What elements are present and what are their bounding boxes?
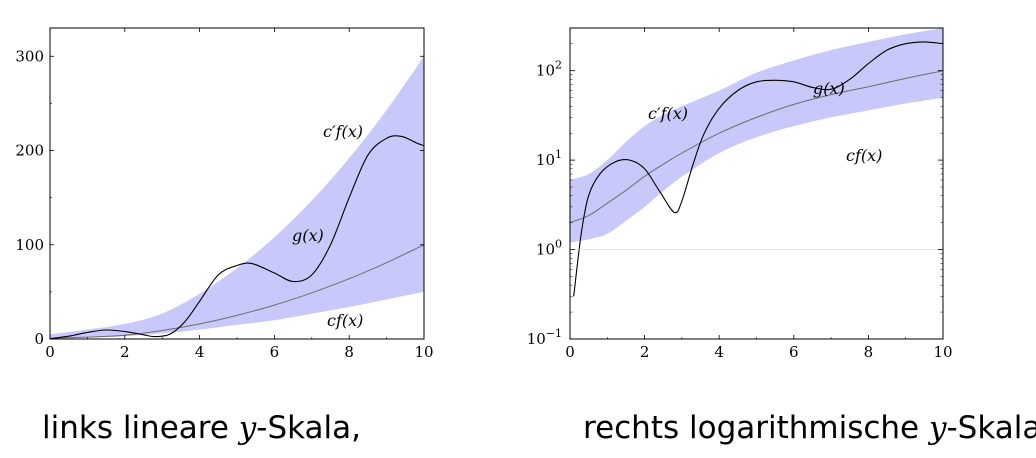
left-ytick-label: 300 bbox=[15, 47, 44, 65]
left-xtick-label: 0 bbox=[45, 343, 55, 361]
right-label-cprime-f: c′f(x) bbox=[648, 104, 688, 123]
right-ytick-base: 10 bbox=[536, 241, 555, 259]
caption-left: links lineare y-Skala, bbox=[42, 410, 361, 446]
left-ytick-label: 0 bbox=[34, 330, 44, 348]
caption-right-var: y bbox=[928, 410, 947, 446]
left-xtick-label: 4 bbox=[195, 343, 205, 361]
right-ytick-base: 10 bbox=[536, 151, 555, 169]
left-xtick-label: 10 bbox=[414, 343, 433, 361]
left-xtick-label: 8 bbox=[344, 343, 354, 361]
left-f-line bbox=[49, 244, 425, 339]
left-xtick-label: 6 bbox=[270, 343, 280, 361]
left-label-cprime-f: c′f(x) bbox=[323, 122, 363, 141]
caption-left-var: y bbox=[238, 410, 257, 446]
right-xtick-label: 8 bbox=[864, 343, 874, 361]
right-label-c-f: cf(x) bbox=[846, 146, 882, 165]
caption-right-pre: rechts logarithmische bbox=[583, 410, 929, 446]
caption-right-post: -Skala bbox=[946, 410, 1036, 446]
right-ytick-label: 102 bbox=[536, 59, 562, 80]
right-ytick-base: 10 bbox=[536, 62, 555, 80]
right-xtick-label: 10 bbox=[933, 343, 952, 361]
caption-right: rechts logarithmische y-Skala bbox=[583, 410, 1036, 446]
right-g-line bbox=[573, 41, 944, 297]
left-ytick-label: 100 bbox=[15, 236, 44, 254]
right-xtick-label: 2 bbox=[640, 343, 650, 361]
right-xtick-label: 6 bbox=[789, 343, 799, 361]
left-label-g: g(x) bbox=[292, 226, 324, 245]
right-band-area bbox=[570, 28, 943, 243]
right-ytick-label: 101 bbox=[536, 148, 562, 169]
left-label-c-f: cf(x) bbox=[327, 311, 363, 330]
right-ytick-base: 10 bbox=[527, 330, 546, 348]
right-ytick-exponent: 1 bbox=[555, 148, 562, 161]
right-f-line bbox=[569, 70, 944, 224]
caption-left-pre: links lineare bbox=[42, 410, 239, 446]
right-ytick-label: 10−1 bbox=[527, 327, 562, 348]
right-ytick-exponent: 2 bbox=[555, 59, 562, 72]
caption-left-post: -Skala, bbox=[256, 410, 362, 446]
right-ytick-exponent: 0 bbox=[555, 238, 562, 251]
right-xtick-label: 0 bbox=[565, 343, 575, 361]
right-ytick-exponent: −1 bbox=[546, 327, 562, 340]
left-g-line bbox=[49, 135, 425, 340]
right-xtick-label: 4 bbox=[714, 343, 724, 361]
left-ytick-label: 200 bbox=[15, 142, 44, 160]
left-xtick-label: 2 bbox=[120, 343, 130, 361]
right-ytick-label: 100 bbox=[536, 238, 562, 259]
left-band-area bbox=[50, 56, 424, 339]
right-label-g: g(x) bbox=[813, 79, 845, 98]
